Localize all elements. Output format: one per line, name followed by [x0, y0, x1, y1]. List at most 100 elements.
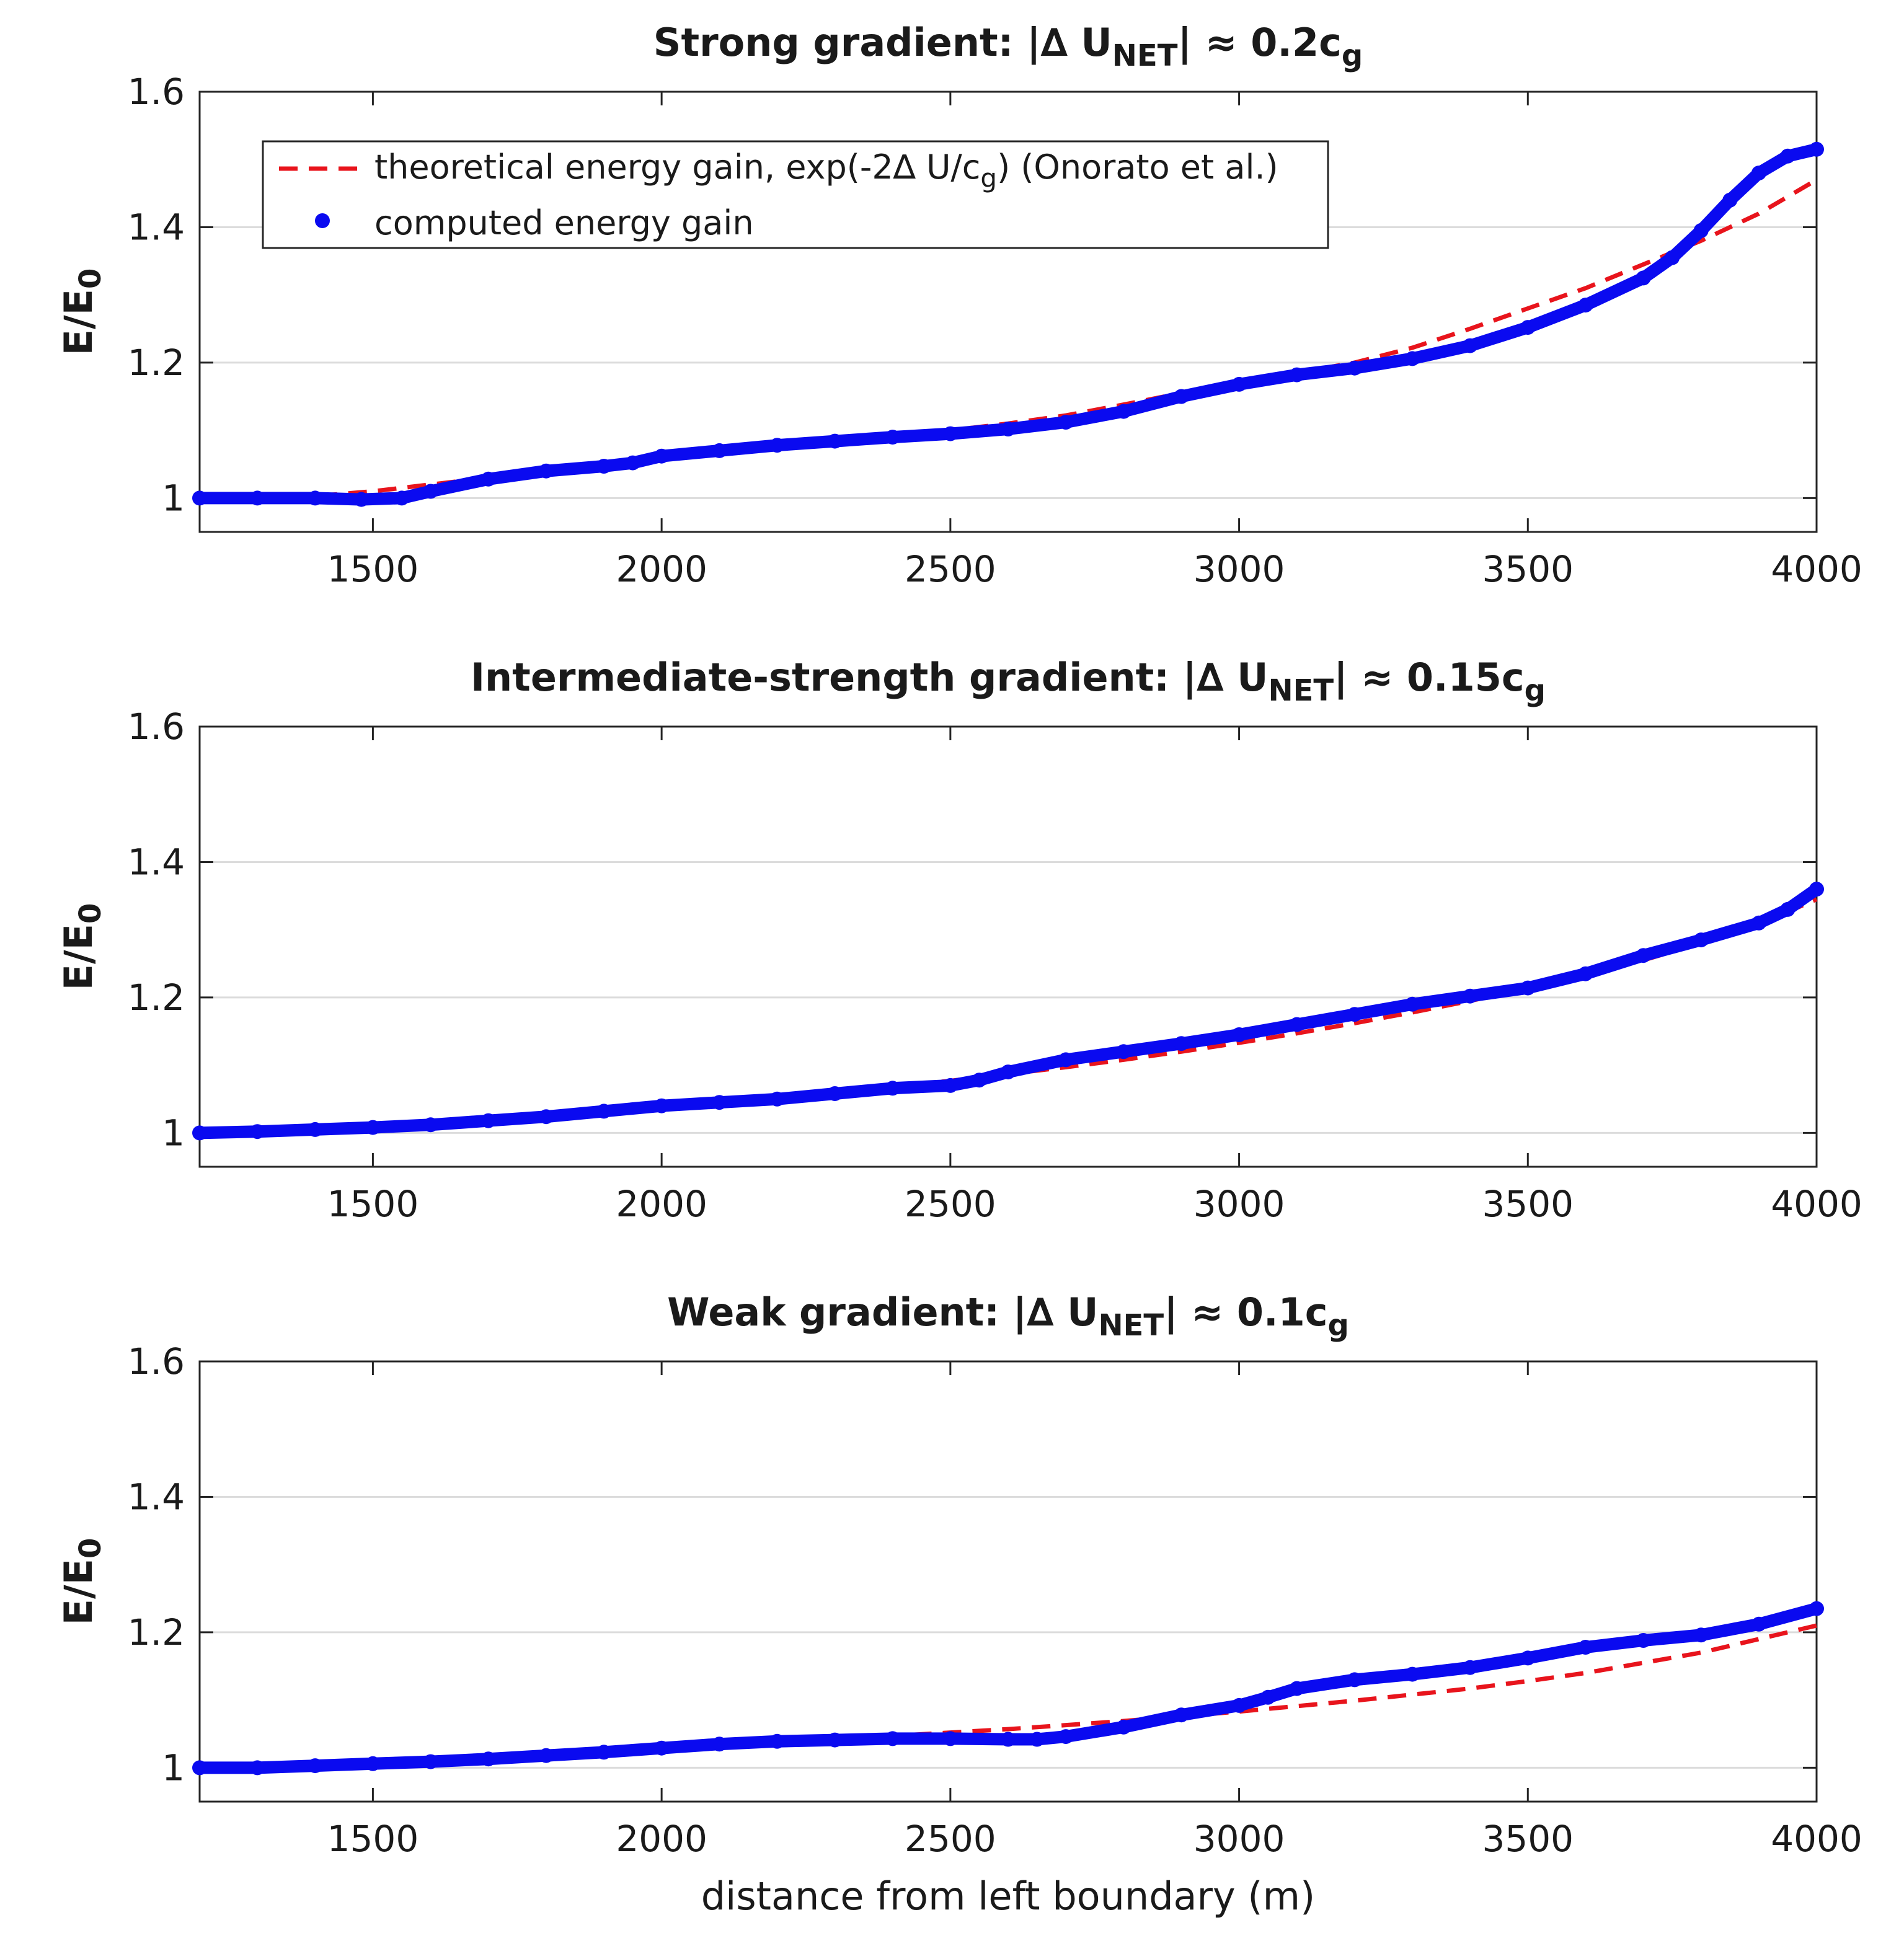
chart-panel-3: 1500 2000 2500 3000 3500 4000 1 1.2 1.4 1.6 E/E0 We…: [56, 1290, 1862, 1860]
data-point-computed: [1347, 360, 1362, 376]
y-tick-label: 1.2: [128, 1611, 185, 1653]
x-tick-label: 2500: [905, 1183, 996, 1225]
data-point-computed: [1231, 376, 1247, 392]
data-point-computed: [1347, 1007, 1362, 1022]
data-point-computed: [480, 1113, 496, 1128]
data-point-computed: [1578, 1640, 1593, 1655]
data-point-computed: [1405, 996, 1420, 1012]
data-point-computed: [1463, 988, 1478, 1004]
data-point-computed: [1289, 1681, 1304, 1696]
y-tick-label: 1.4: [128, 206, 185, 248]
x-tick-label: 3000: [1193, 1183, 1285, 1225]
data-point-computed: [1029, 1732, 1045, 1747]
legend-box: [262, 140, 1329, 249]
data-point-computed: [885, 1081, 900, 1096]
y-tick-label: 1: [162, 477, 185, 519]
data-point-computed: [712, 1737, 727, 1752]
x-tick-label: 1500: [327, 548, 419, 590]
data-point-computed: [1780, 148, 1796, 164]
data-point-computed: [394, 490, 409, 506]
x-tick-label: 2000: [616, 1818, 707, 1860]
x-tick-label: 4000: [1771, 548, 1862, 590]
data-point-computed: [625, 455, 640, 471]
chart-title: Weak gradient: |∆ UNET| ≈ 0.1cg: [667, 1290, 1349, 1343]
data-point-computed: [1116, 1044, 1131, 1060]
legend: theoretical energy gain, exp(-2∆ U/cg) (…: [262, 140, 1329, 249]
x-axis-label: distance from left boundary (m): [701, 1874, 1315, 1919]
x-tick-label: 2500: [905, 1818, 996, 1860]
data-point-computed: [654, 1098, 670, 1113]
x-tick-label: 4000: [1771, 1818, 1862, 1860]
data-point-computed: [1347, 1672, 1362, 1688]
data-point-computed: [596, 459, 611, 474]
data-point-computed: [1665, 250, 1680, 265]
data-point-computed: [1751, 1616, 1766, 1632]
data-point-computed: [712, 443, 727, 458]
y-tick-label: 1.4: [128, 841, 185, 883]
data-point-computed: [1578, 298, 1593, 313]
data-point-computed: [250, 1760, 265, 1776]
data-point-computed: [423, 484, 438, 499]
data-point-computed: [365, 1756, 381, 1771]
data-point-computed: [1058, 1052, 1074, 1068]
chart-panel-1: 1500 2000 2500 3000 3500 4000 1 1.2 1.4 1.6 E/E0 St…: [56, 20, 1862, 590]
data-point-computed: [827, 1086, 843, 1101]
data-point-computed: [885, 430, 900, 445]
legend-computed-label: computed energy gain: [374, 203, 754, 242]
data-point-computed: [1231, 1697, 1247, 1713]
data-point-computed: [353, 492, 369, 507]
data-point-computed: [308, 1758, 323, 1774]
data-point-computed: [538, 1109, 554, 1125]
data-point-computed: [1405, 351, 1420, 366]
data-point-computed: [1058, 1729, 1074, 1745]
y-axis-label: E/E0: [56, 1538, 108, 1626]
data-point-computed: [1260, 1689, 1276, 1705]
y-tick-label: 1.6: [128, 1340, 185, 1383]
data-point-computed: [1174, 389, 1189, 404]
data-point-computed: [1636, 948, 1651, 963]
data-point-computed: [1693, 932, 1709, 948]
x-tick-label: 3000: [1193, 1818, 1285, 1860]
data-point-computed: [885, 1731, 900, 1746]
data-point-computed: [480, 471, 496, 487]
x-tick-label: 2000: [616, 548, 707, 590]
y-axis-label: E/E0: [56, 268, 108, 356]
data-point-computed: [1520, 980, 1536, 996]
data-point-computed: [1463, 338, 1478, 353]
data-point-computed: [1174, 1707, 1189, 1723]
x-tick-label: 3500: [1482, 1818, 1574, 1860]
data-point-computed: [712, 1095, 727, 1110]
y-tick-label: 1.2: [128, 342, 185, 384]
data-point-computed: [1001, 422, 1016, 436]
y-tick-label: 1.6: [128, 706, 185, 748]
data-point-computed: [1751, 166, 1766, 181]
data-point-computed: [1289, 367, 1304, 383]
plot-frame: [198, 725, 1818, 1168]
x-tick-label: 2000: [616, 1183, 707, 1225]
data-point-computed: [1809, 882, 1824, 897]
data-point-computed: [480, 1751, 496, 1767]
data-point-computed: [308, 490, 323, 506]
legend-theory-label: theoretical energy gain, exp(-2∆ U/cg) (…: [374, 148, 1278, 193]
data-point-computed: [942, 1731, 958, 1746]
y-tick-label: 1.6: [128, 71, 185, 113]
x-tick-label: 3500: [1482, 548, 1574, 590]
data-point-computed: [1636, 1633, 1651, 1648]
data-point-computed: [1116, 404, 1131, 419]
data-point-computed: [1405, 1666, 1420, 1682]
legend-computed-swatch: [315, 213, 330, 228]
data-point-computed: [654, 448, 670, 464]
data-point-computed: [1463, 1660, 1478, 1675]
y-tick-label: 1: [162, 1746, 185, 1789]
data-point-computed: [1174, 1036, 1189, 1051]
y-axis-label: E/E0: [56, 903, 108, 991]
data-point-computed: [1001, 1064, 1016, 1080]
data-point-computed: [654, 1740, 670, 1756]
data-point-computed: [365, 1120, 381, 1135]
data-point-computed: [942, 1077, 958, 1093]
data-point-computed: [827, 1732, 843, 1748]
data-point-computed: [192, 490, 207, 506]
data-point-computed: [1001, 1732, 1016, 1747]
data-point-computed: [827, 433, 843, 449]
data-point-computed: [423, 1117, 438, 1133]
